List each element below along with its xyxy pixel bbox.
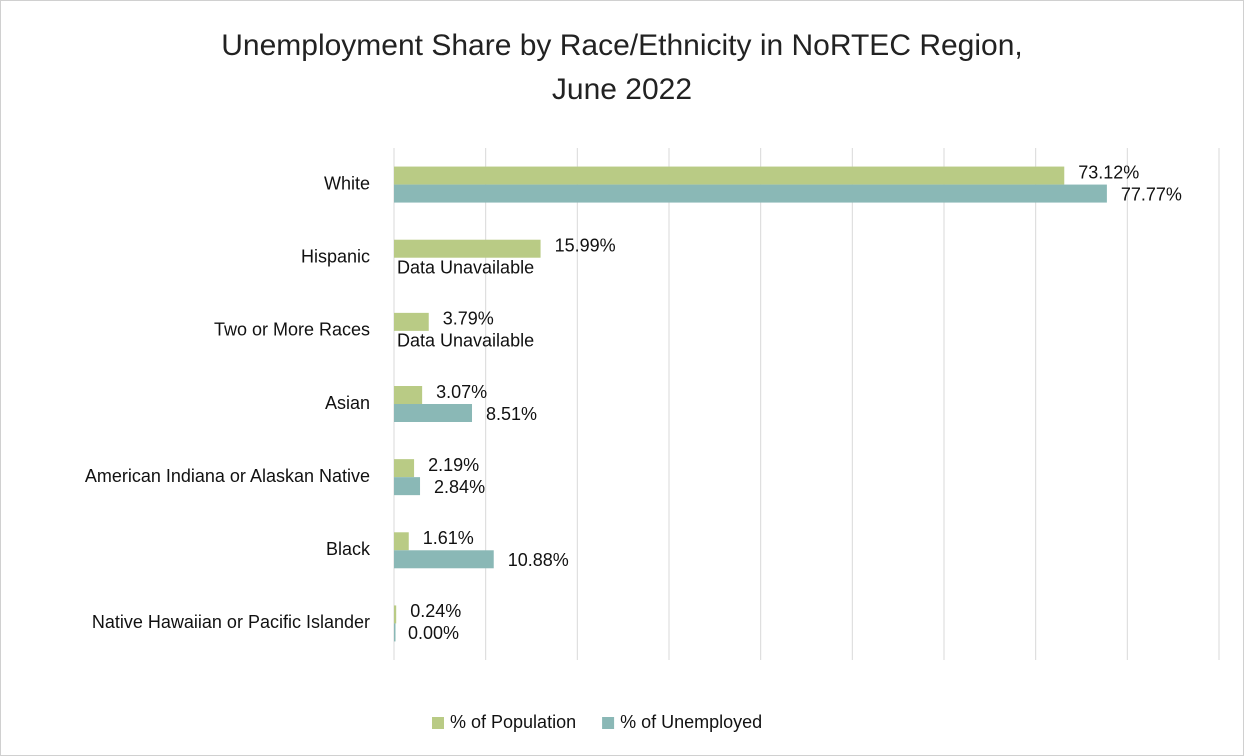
legend-label: % of Population bbox=[450, 712, 576, 732]
data-label: 3.07% bbox=[436, 382, 487, 402]
data-label: 2.84% bbox=[434, 477, 485, 497]
y-tick-label: Asian bbox=[325, 393, 370, 413]
data-label: 3.79% bbox=[443, 309, 494, 329]
y-tick-label: American Indiana or Alaskan Native bbox=[85, 466, 370, 486]
legend-swatch bbox=[602, 717, 615, 729]
data-label: 8.51% bbox=[486, 404, 537, 424]
data-label: 77.77% bbox=[1121, 184, 1182, 204]
bar bbox=[394, 239, 541, 258]
bar bbox=[394, 386, 423, 404]
bar bbox=[394, 166, 1065, 185]
data-label: Data Unavailable bbox=[397, 331, 534, 351]
bar bbox=[394, 404, 473, 422]
data-label: 15.99% bbox=[555, 235, 616, 255]
chart-title: Unemployment Share by Race/Ethnicity in … bbox=[221, 29, 1023, 106]
y-tick-label: Two or More Races bbox=[214, 320, 370, 340]
data-label: 2.19% bbox=[428, 455, 479, 475]
bar bbox=[394, 550, 494, 569]
data-label: 73.12% bbox=[1078, 162, 1139, 182]
bar bbox=[394, 605, 397, 624]
bar bbox=[394, 477, 421, 496]
bar bbox=[394, 532, 409, 551]
data-label: 1.61% bbox=[423, 528, 474, 548]
y-tick-label: Black bbox=[326, 539, 371, 559]
y-tick-label: Hispanic bbox=[301, 246, 370, 266]
data-label: 0.24% bbox=[410, 601, 461, 621]
legend-swatch bbox=[432, 717, 444, 729]
legend-label: % of Unemployed bbox=[620, 712, 762, 732]
bar bbox=[394, 623, 396, 642]
data-label: 10.88% bbox=[508, 550, 569, 570]
bar bbox=[394, 459, 415, 478]
data-label: Data Unavailable bbox=[397, 257, 534, 277]
y-tick-label: Native Hawaiian or Pacific Islander bbox=[92, 612, 370, 632]
data-label: 0.00% bbox=[408, 623, 459, 643]
y-tick-label: White bbox=[324, 173, 370, 193]
bar bbox=[394, 312, 429, 331]
bar bbox=[394, 184, 1107, 203]
